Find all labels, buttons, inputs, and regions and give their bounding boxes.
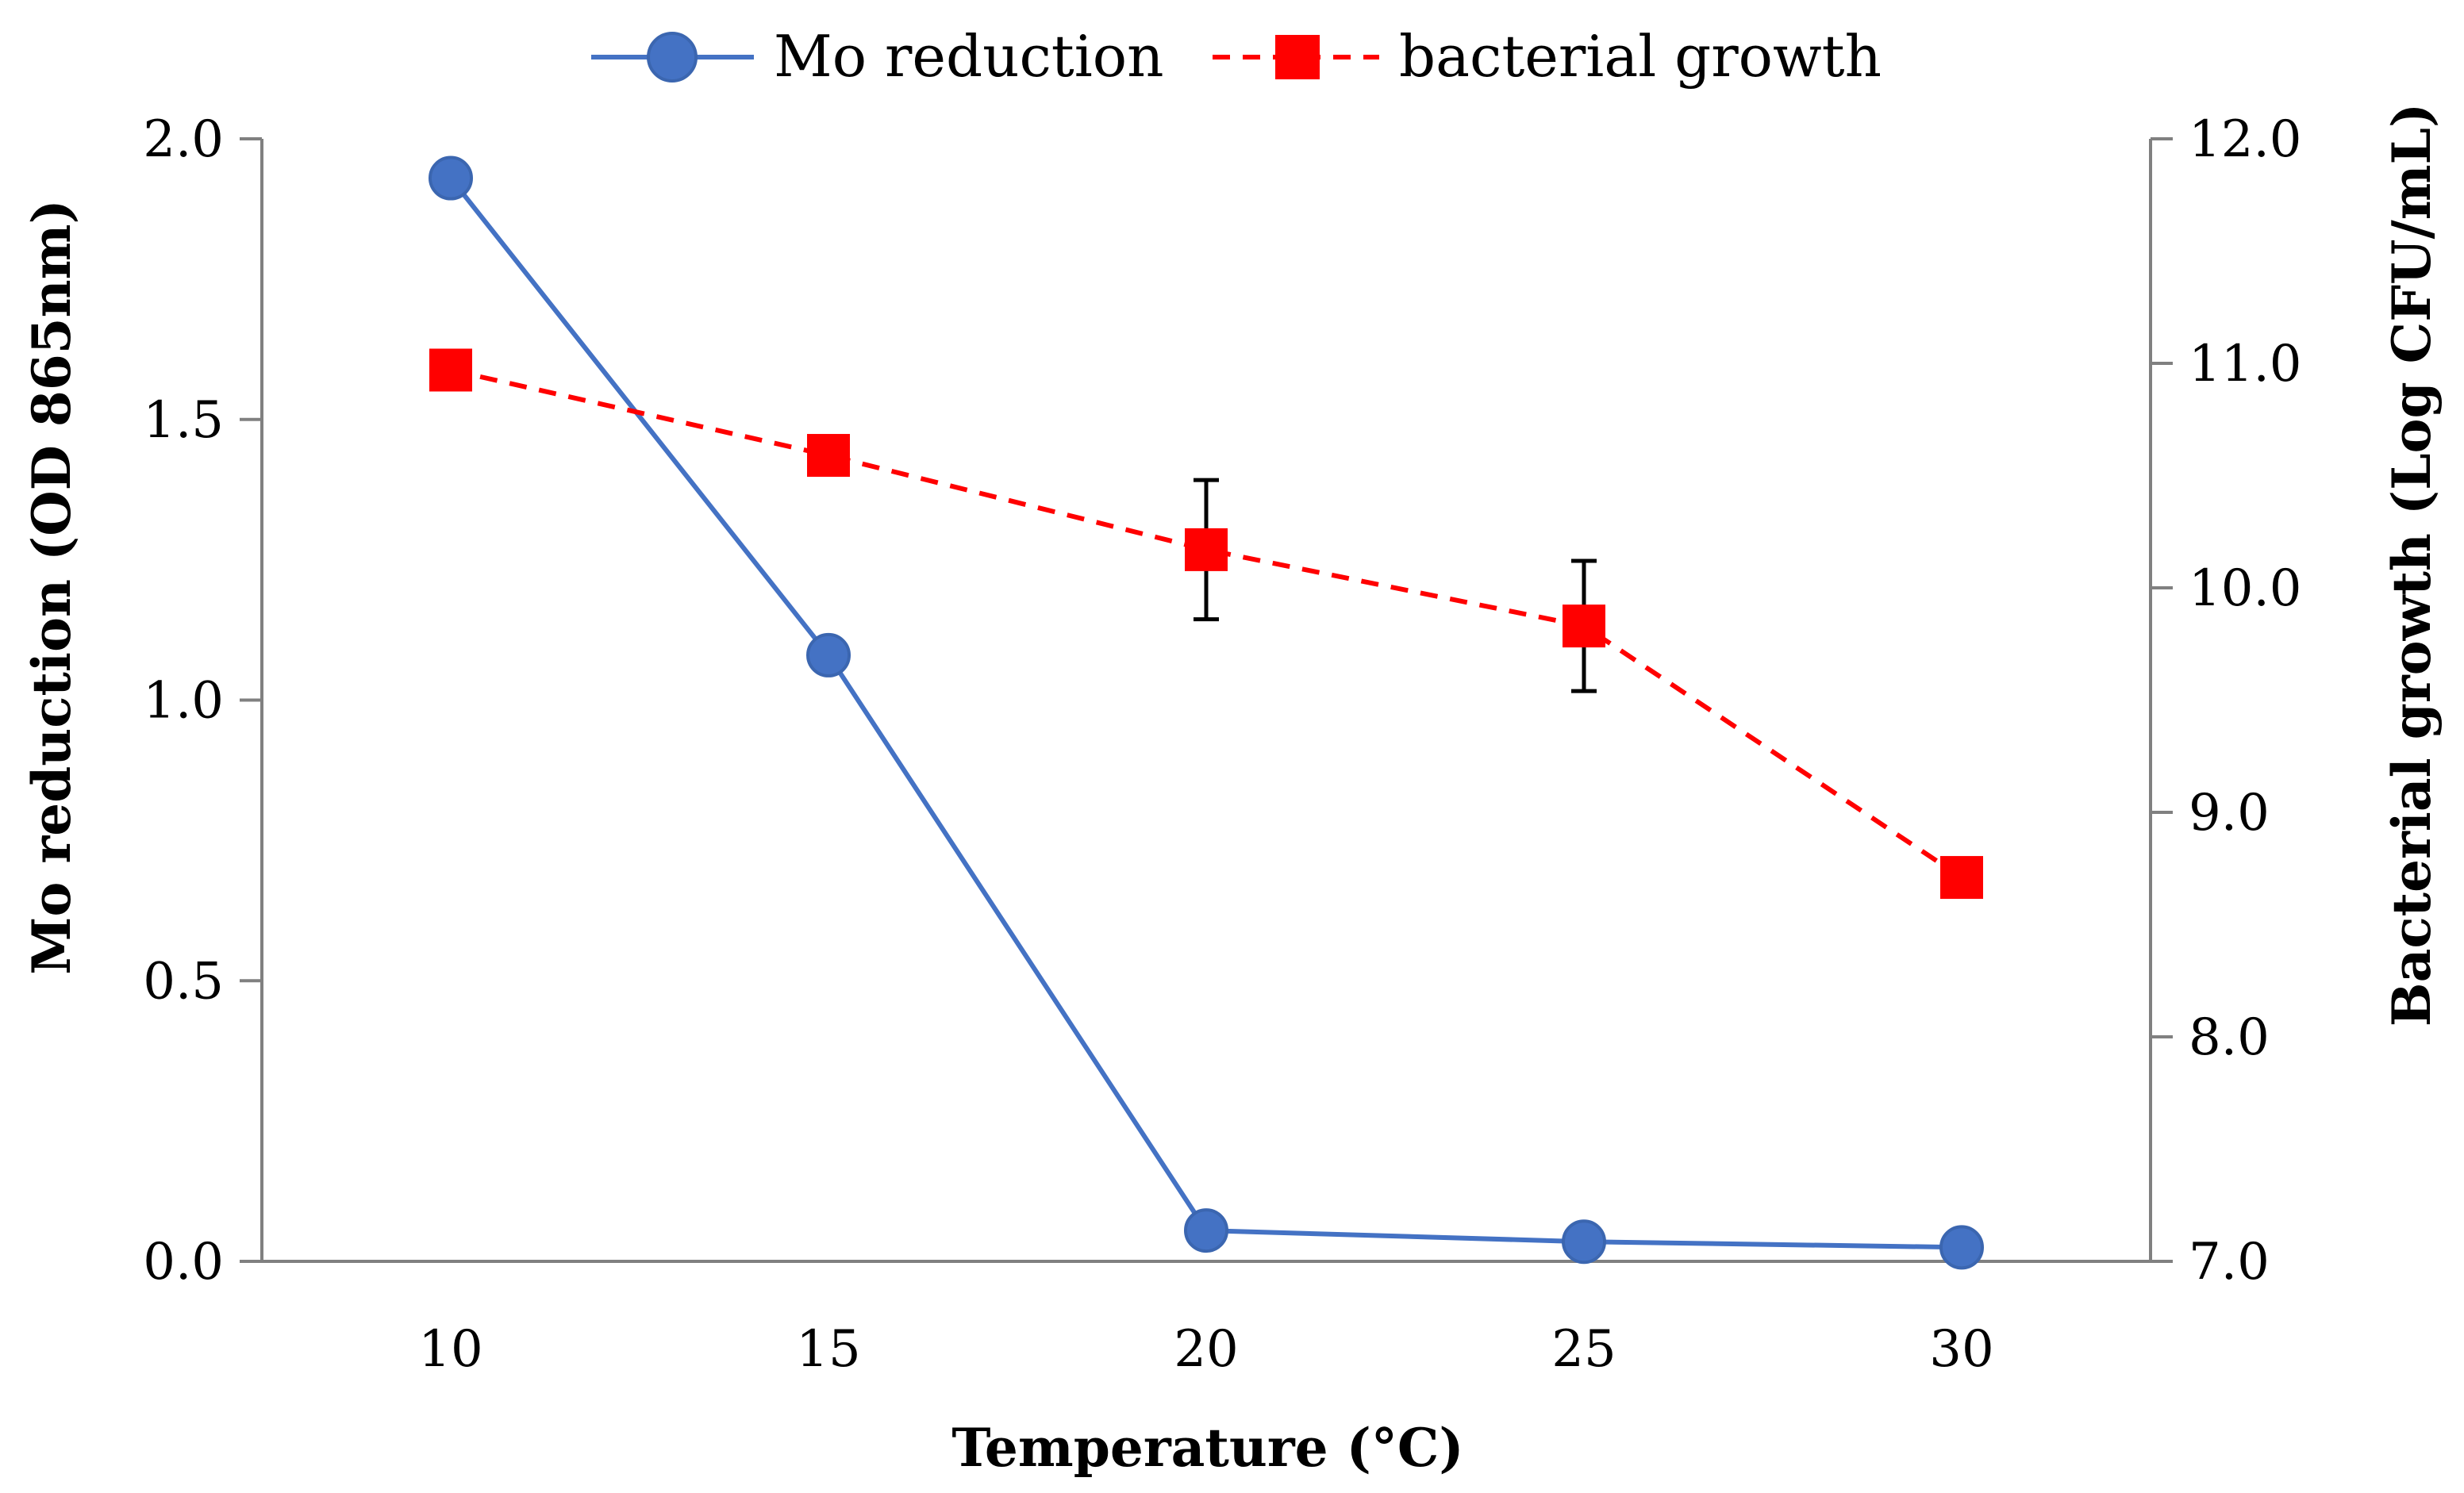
legend: Mo reduction bacterial growth xyxy=(591,23,1882,90)
x-tick-label: 10 xyxy=(418,1320,482,1379)
y-left-tick-label: 2.0 xyxy=(143,110,224,169)
legend-label-mo-reduction: Mo reduction xyxy=(774,23,1163,90)
y-left-tick-label: 0.5 xyxy=(143,952,224,1011)
axes xyxy=(240,137,2173,1263)
data-point xyxy=(1562,1219,1606,1265)
data-point xyxy=(429,155,473,201)
y-axis-title-left: Mo reduction (OD 865nm) xyxy=(21,199,83,974)
y-left-tick-label: 1.5 xyxy=(143,391,224,450)
y-axis-title-right: Bacterial growth (Log CFU/mL) xyxy=(2381,103,2443,1027)
legend-label-bacterial-growth: bacterial growth xyxy=(1399,23,1882,90)
x-tick-label: 25 xyxy=(1551,1320,1616,1379)
data-point xyxy=(1184,1208,1228,1253)
data-point xyxy=(1940,856,1983,900)
y-right-tick-label: 12.0 xyxy=(2189,110,2302,169)
y-left-tick-label: 1.0 xyxy=(143,672,224,731)
series-line xyxy=(448,176,1962,1250)
legend-marker-mo-reduction xyxy=(647,32,698,83)
data-point xyxy=(429,348,472,392)
data-point xyxy=(1563,604,1605,648)
legend-item-mo-reduction: Mo reduction xyxy=(591,23,1163,90)
y-right-tick-label: 8.0 xyxy=(2189,1008,2270,1067)
y-right-tick-label: 7.0 xyxy=(2189,1233,2270,1292)
series-bacterial-growth xyxy=(429,348,1983,900)
data-point xyxy=(806,632,851,677)
y-right-tick-label: 10.0 xyxy=(2189,559,2302,618)
x-tick-label: 30 xyxy=(1929,1320,1993,1379)
series-layer xyxy=(429,155,1984,1270)
y-right-tick-label: 9.0 xyxy=(2189,784,2270,842)
series-line xyxy=(450,367,1963,880)
y-right-tick-label: 11.0 xyxy=(2189,335,2302,393)
tick-labels: 0.0 0.5 1.0 1.5 2.0 7.0 8.0 9.0 10.0 11.0 12.0 10 15… xyxy=(143,110,2301,1379)
x-tick-label: 15 xyxy=(796,1320,860,1379)
legend-item-bacterial-growth: bacterial growth xyxy=(1213,23,1882,90)
data-point xyxy=(807,434,850,478)
series-mo-reduction xyxy=(429,155,1984,1270)
x-tick-label: 20 xyxy=(1174,1320,1238,1379)
legend-marker-bacterial-growth xyxy=(1275,35,1320,79)
x-axis-title: Temperature (°C) xyxy=(951,1417,1463,1479)
data-point xyxy=(1185,528,1228,571)
data-point xyxy=(1939,1225,1984,1270)
y-left-tick-label: 0.0 xyxy=(143,1233,224,1292)
